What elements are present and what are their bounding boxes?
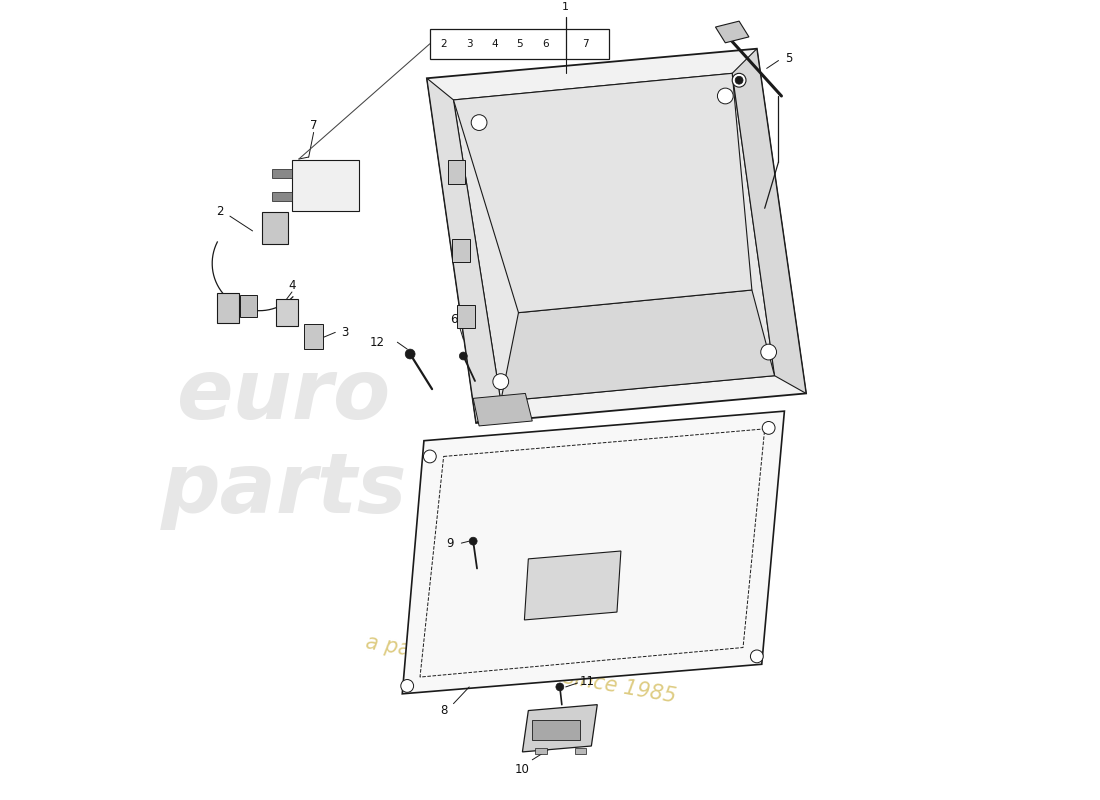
Text: 3: 3 [465,38,472,49]
Text: 9: 9 [446,537,453,550]
Bar [574,748,586,754]
Text: 7: 7 [310,119,318,132]
Polygon shape [733,49,806,394]
Circle shape [750,650,763,662]
Text: 2: 2 [217,205,223,218]
Text: 12: 12 [370,336,385,349]
Bar [273,170,292,178]
Text: a passion for parts since 1985: a passion for parts since 1985 [364,632,678,706]
Bar [292,160,359,211]
Text: 1: 1 [562,2,570,12]
Bar [263,212,288,244]
Circle shape [460,352,467,360]
Text: 5: 5 [517,38,524,49]
Text: 4: 4 [288,278,296,291]
Bar [458,305,475,329]
Polygon shape [453,74,774,402]
Bar [452,238,470,262]
Text: 11: 11 [580,674,595,687]
Circle shape [556,683,564,691]
Bar [240,295,257,317]
Circle shape [424,450,437,463]
Circle shape [761,344,777,360]
Text: 2: 2 [440,38,447,49]
Text: 6: 6 [542,38,549,49]
Text: 4: 4 [491,38,498,49]
Text: 10: 10 [515,763,530,776]
Circle shape [405,349,415,359]
Circle shape [733,74,746,87]
Polygon shape [473,394,532,426]
Polygon shape [715,21,749,43]
Circle shape [762,422,776,434]
Text: euro
parts: euro parts [161,355,407,530]
Polygon shape [522,705,597,752]
Bar [448,160,465,184]
Bar [304,325,323,349]
Text: 7: 7 [582,38,588,49]
Text: 3: 3 [341,326,349,339]
Bar [536,748,547,754]
Circle shape [735,76,743,84]
Circle shape [471,114,487,130]
Polygon shape [453,74,752,313]
Circle shape [717,88,734,104]
Polygon shape [427,78,500,423]
Circle shape [493,374,508,390]
Circle shape [400,679,414,692]
Bar [430,29,609,58]
Text: 6: 6 [450,313,458,326]
Polygon shape [403,411,784,694]
Bar [276,299,298,326]
Polygon shape [525,551,620,620]
Bar [532,721,580,740]
Bar [273,192,292,201]
Bar [217,293,239,322]
Circle shape [470,538,477,545]
Text: 5: 5 [784,52,792,65]
Text: 8: 8 [440,704,448,717]
Polygon shape [427,49,806,423]
Polygon shape [500,290,774,402]
